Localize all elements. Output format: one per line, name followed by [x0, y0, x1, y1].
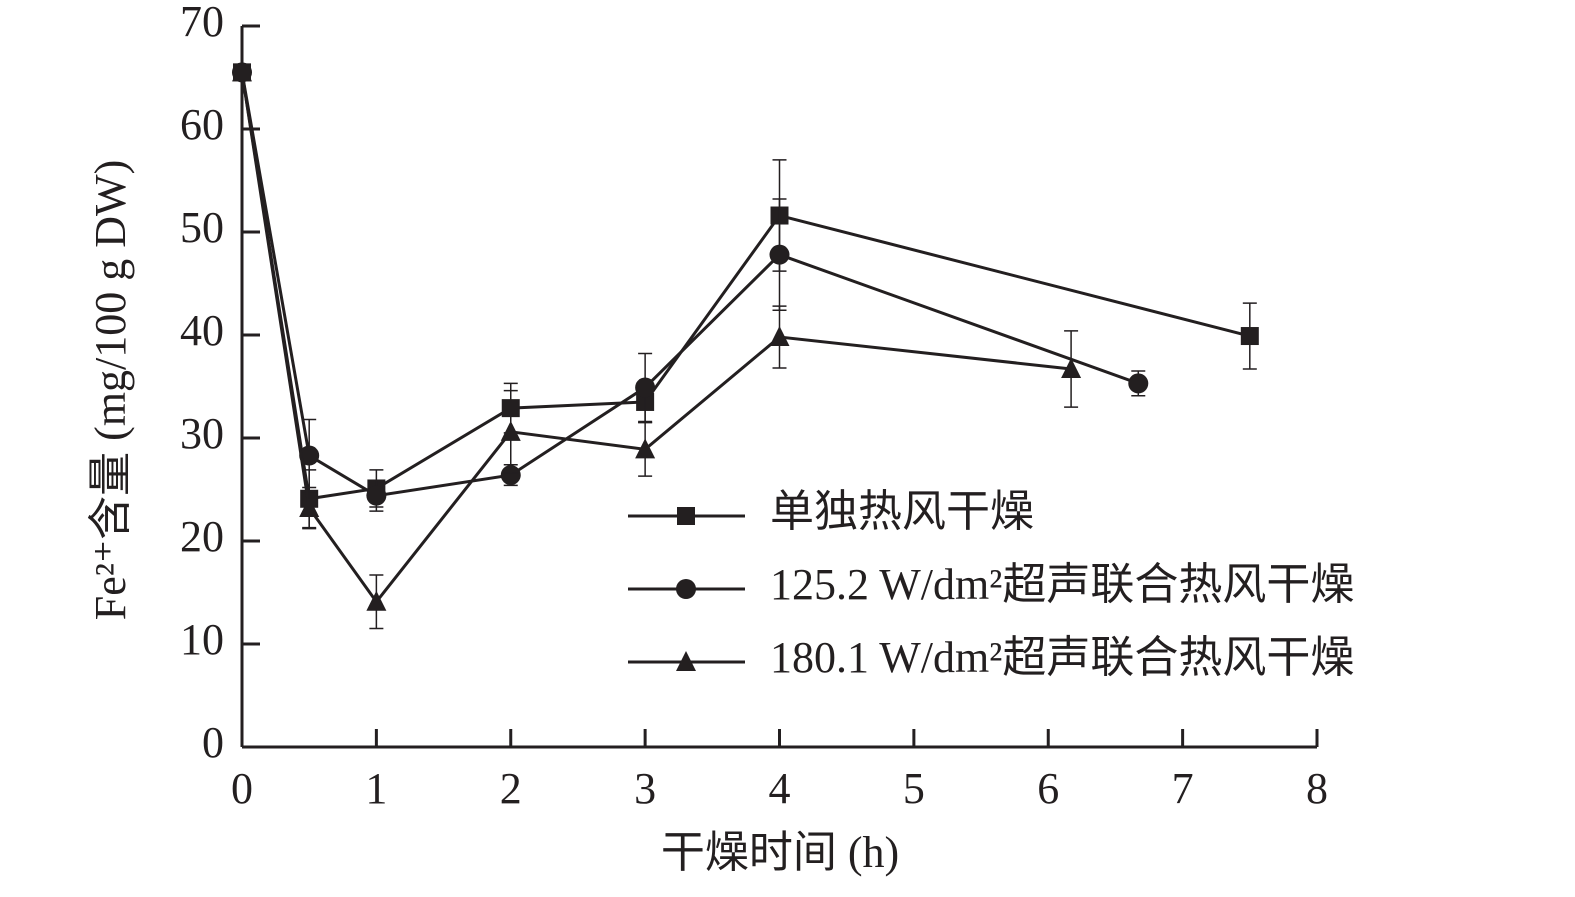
x-tick-label: 6	[1037, 764, 1059, 813]
data-point	[635, 438, 656, 459]
y-tick-label: 60	[180, 100, 224, 149]
x-tick-label: 5	[903, 764, 925, 813]
data-point	[1061, 357, 1082, 378]
data-point	[500, 465, 521, 486]
legend-marker	[677, 507, 695, 525]
data-point	[366, 590, 387, 611]
y-tick-label: 40	[180, 306, 224, 355]
y-tick-label: 50	[180, 203, 224, 252]
x-tick-label: 4	[769, 764, 791, 813]
data-point	[1128, 373, 1149, 394]
data-point	[366, 485, 387, 506]
x-tick-label: 1	[365, 764, 387, 813]
data-point	[299, 497, 320, 518]
x-tick-label: 8	[1306, 764, 1328, 813]
series-line	[240, 72, 1139, 498]
data-point	[769, 244, 790, 265]
series-line	[240, 72, 1251, 501]
x-tick-label: 3	[634, 764, 656, 813]
data-point	[500, 420, 521, 441]
y-tick-label: 0	[202, 718, 224, 767]
legend-marker	[676, 579, 696, 599]
data-point	[635, 377, 656, 398]
x-tick-label: 0	[231, 764, 253, 813]
data-point	[232, 61, 252, 82]
data-point	[299, 445, 320, 466]
legend-marker	[676, 651, 696, 671]
data-point	[769, 326, 790, 347]
legend-label: 180.1 W/dm²超声联合热风干燥	[770, 633, 1354, 682]
x-tick-label: 7	[1172, 764, 1194, 813]
y-tick-label: 20	[180, 512, 224, 561]
legend-label: 单独热风干燥	[770, 487, 1034, 536]
data-point	[1240, 327, 1259, 346]
x-axis-title: 干燥时间 (h)	[661, 828, 899, 877]
y-tick-label: 70	[180, 0, 224, 46]
x-tick-label: 2	[500, 764, 522, 813]
y-tick-label: 10	[180, 615, 224, 664]
y-tick-label: 30	[180, 409, 224, 458]
legend-label: 125.2 W/dm²超声联合热风干燥	[770, 560, 1354, 609]
y-axis-title: Fe²⁺含量 (mg/100 g DW)	[86, 160, 135, 620]
